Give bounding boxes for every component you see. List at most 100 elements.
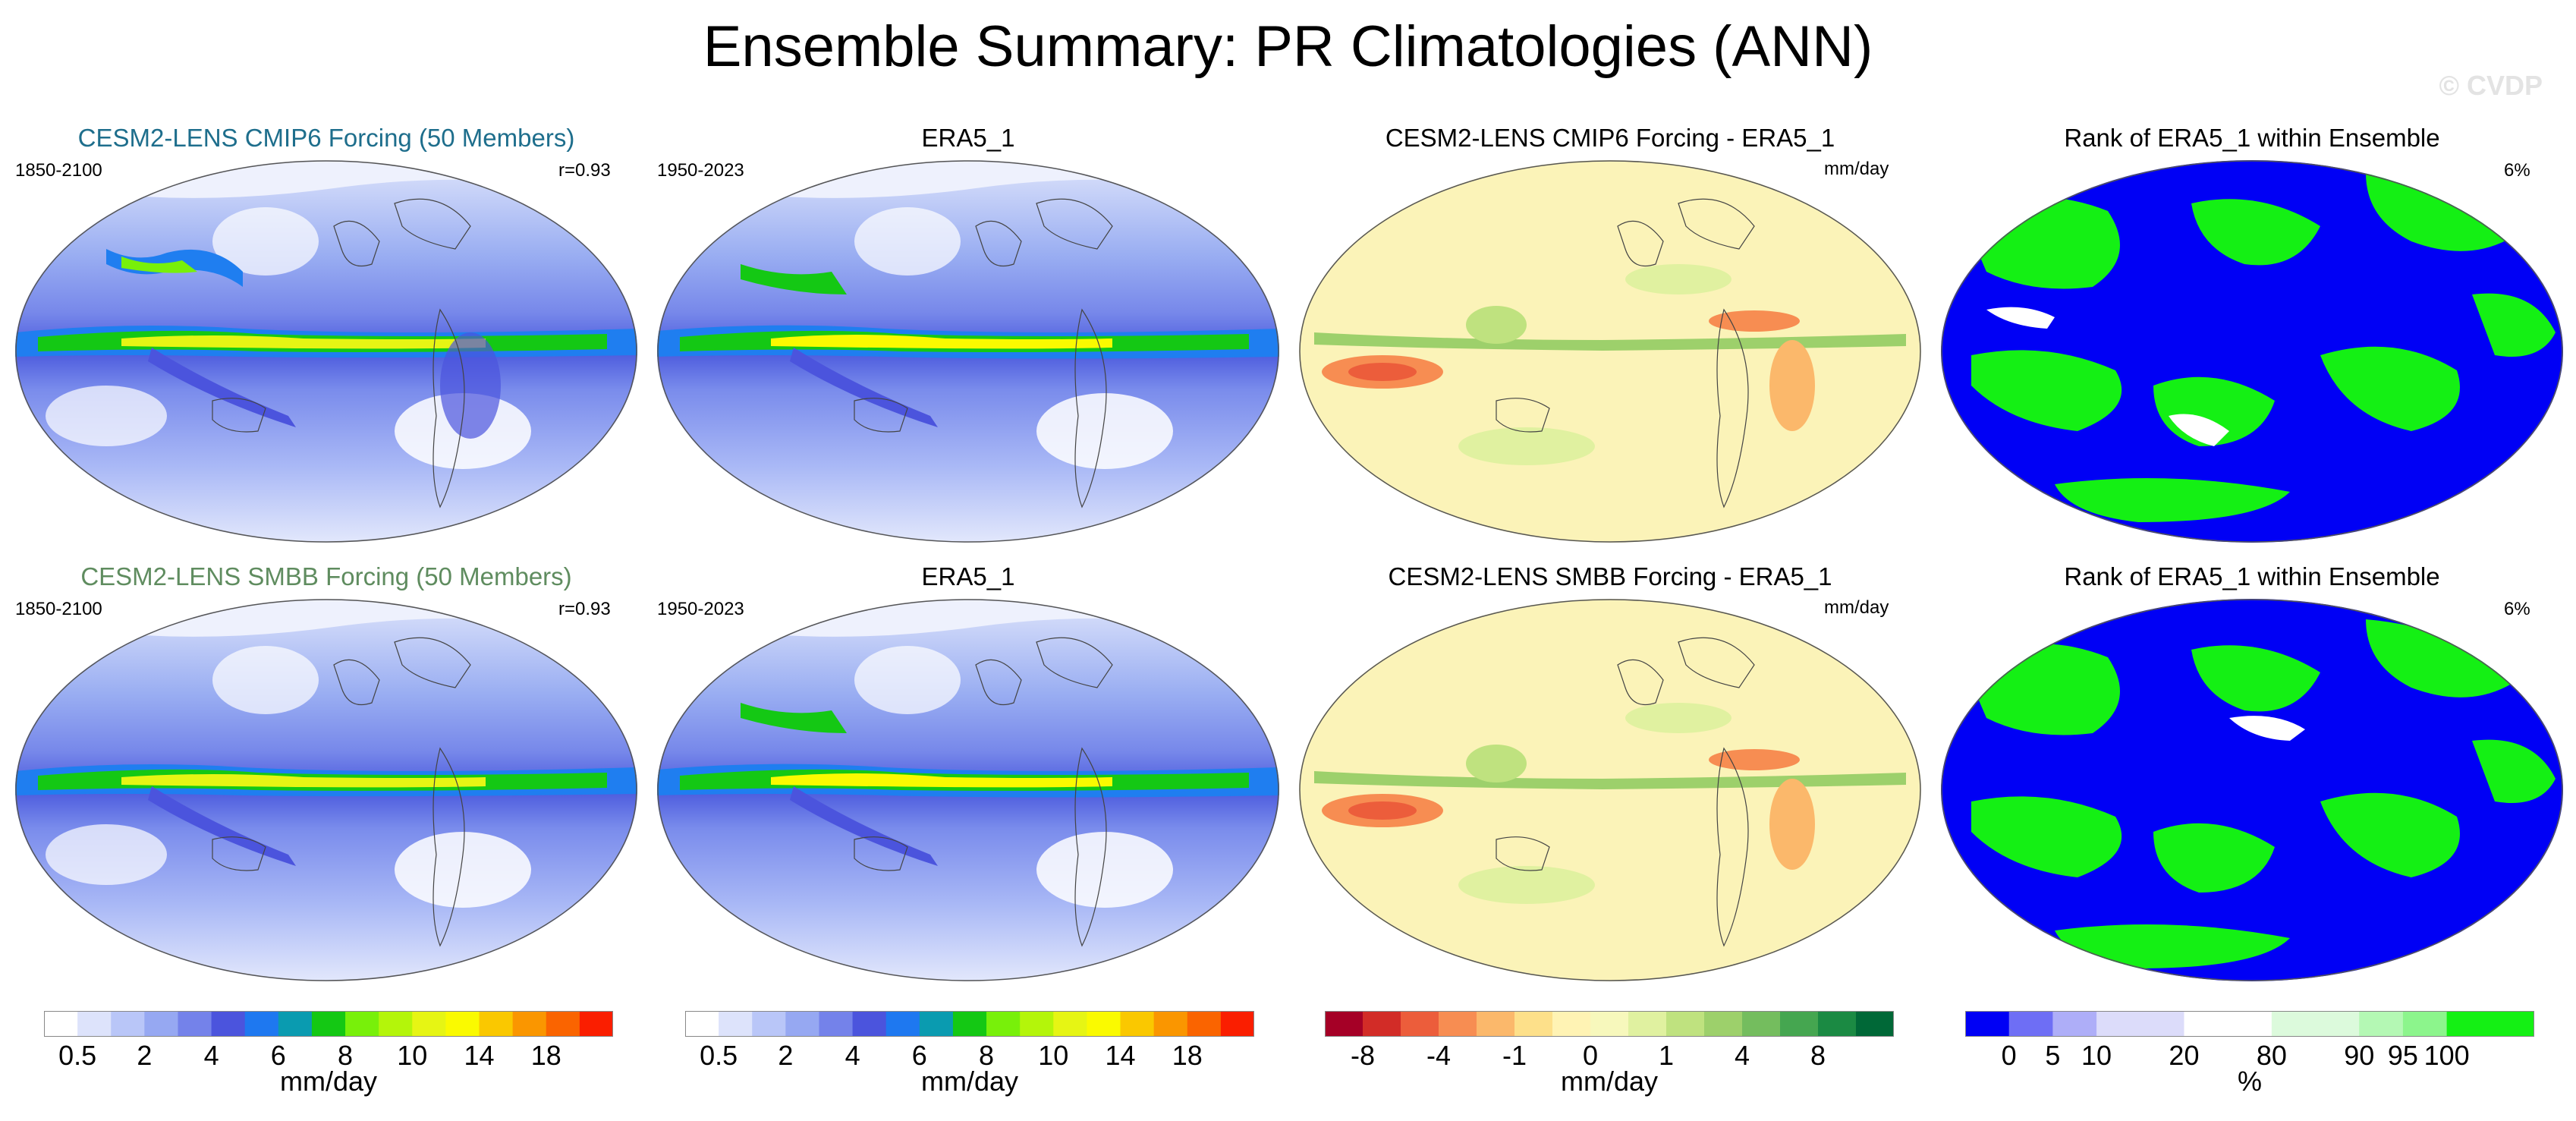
colorbar-tick-label: 8 xyxy=(1810,1040,1826,1071)
colorbar-swatch xyxy=(345,1011,379,1037)
colorbar-tick-label: 95 xyxy=(2387,1040,2418,1071)
rank-pct-row2: 6% xyxy=(2504,599,2530,619)
colorbar-swatch xyxy=(2096,1011,2141,1037)
colorbar-tick-label: 2 xyxy=(137,1040,153,1071)
colorbar-swatch xyxy=(2184,1011,2228,1037)
colorbar-swatch xyxy=(311,1011,346,1037)
cvdp-watermark: © CVDP xyxy=(2439,70,2543,101)
rank-pct-row1: 6% xyxy=(2504,160,2530,181)
colorbar-swatch xyxy=(986,1011,1021,1037)
colorbar-tick-label: 0 xyxy=(2001,1040,2017,1071)
colorbar-swatch xyxy=(178,1011,212,1037)
colorbar-tick-label: 20 xyxy=(2169,1040,2200,1071)
colorbar-swatch xyxy=(2402,1011,2448,1037)
colorbar-swatch xyxy=(1020,1011,1054,1037)
colorbar-ticks-rank: 0 5 10 20 80 90 95 100 xyxy=(1965,1040,2534,1073)
colorbar-swatch xyxy=(819,1011,854,1037)
colorbar-swatch xyxy=(278,1011,313,1037)
figure-title: Ensemble Summary: PR Climatologies (ANN) xyxy=(703,14,1873,79)
colorbar-swatch xyxy=(785,1011,819,1037)
colorbar-tick-label: -4 xyxy=(1426,1040,1452,1071)
colorbar-tick-label: 4 xyxy=(1734,1040,1750,1071)
colorbar-swatch xyxy=(512,1011,547,1037)
colorbar-swatch xyxy=(2052,1011,2097,1037)
rank-panel-title-row1: Rank of ERA5_1 within Ensemble xyxy=(2064,124,2440,152)
colorbar-tick-label: 4 xyxy=(203,1040,219,1071)
colorbar-swatch xyxy=(852,1011,887,1037)
colorbar-swatch xyxy=(1187,1011,1222,1037)
colorbar-swatch xyxy=(919,1011,954,1037)
colorbar-swatch xyxy=(1439,1011,1477,1037)
colorbar-swatch xyxy=(1552,1011,1591,1037)
colorbar-tick-label: 100 xyxy=(2423,1040,2470,1071)
colorbar-tick-label: 1 xyxy=(1658,1040,1675,1071)
model-period-row2: 1850-2100 xyxy=(15,599,102,619)
colorbar-swatch xyxy=(2271,1011,2317,1037)
model-precip-map-row2 xyxy=(15,599,637,981)
colorbar-swatch xyxy=(44,1011,78,1037)
model-correlation-row1: r=0.93 xyxy=(558,160,611,181)
colorbar-tick-label: 0.5 xyxy=(700,1040,738,1071)
colorbar-swatch xyxy=(1514,1011,1553,1037)
model-correlation-row2: r=0.93 xyxy=(558,599,611,619)
colorbar-swatch xyxy=(1401,1011,1439,1037)
colorbar-tick-label: -1 xyxy=(1502,1040,1527,1071)
obs-period-row1: 1950-2023 xyxy=(657,160,744,181)
colorbar-swatch xyxy=(111,1011,145,1037)
colorbar-tick-label: 14 xyxy=(1105,1040,1136,1071)
colorbar-swatch xyxy=(1120,1011,1155,1037)
colorbar-swatch xyxy=(1153,1011,1188,1037)
colorbar-swatch xyxy=(77,1011,112,1037)
model-period-row1: 1850-2100 xyxy=(15,160,102,181)
diff-units-row1: mm/day xyxy=(1824,159,1889,179)
model-precip-map-row1 xyxy=(15,160,637,543)
diff-precip-map-row2 xyxy=(1299,599,1921,981)
colorbar-model-precip xyxy=(44,1011,613,1037)
colorbar-swatch xyxy=(2315,1011,2360,1037)
colorbar-swatch xyxy=(144,1011,178,1037)
diff-units-row2: mm/day xyxy=(1824,597,1889,618)
colorbar-swatch xyxy=(1053,1011,1087,1037)
colorbar-border xyxy=(44,1011,613,1037)
colorbar-tick-label: 6 xyxy=(911,1040,927,1071)
colorbar-tick-label: 5 xyxy=(2045,1040,2061,1071)
diff-panel-title-row2: CESM2-LENS SMBB Forcing - ERA5_1 xyxy=(1388,562,1832,590)
colorbar-tick-label: -8 xyxy=(1350,1040,1376,1071)
model-panel-title-row2: CESM2-LENS SMBB Forcing (50 Members) xyxy=(80,562,572,590)
colorbar-swatch xyxy=(412,1011,446,1037)
colorbar-border xyxy=(685,1011,1254,1037)
colorbar-tick-label: 2 xyxy=(778,1040,794,1071)
colorbar-swatch xyxy=(1780,1011,1819,1037)
colorbar-swatch xyxy=(2359,1011,2404,1037)
obs-period-row2: 1950-2023 xyxy=(657,599,744,619)
colorbar-swatch xyxy=(2140,1011,2184,1037)
colorbar-swatch xyxy=(244,1011,279,1037)
rank-map-row2 xyxy=(1941,599,2563,981)
colorbar-ticks-difference: -8 -4 -1 0 1 4 8 xyxy=(1325,1040,1894,1073)
colorbar-swatch xyxy=(2446,1011,2491,1037)
obs-panel-title-row2: ERA5_1 xyxy=(921,562,1015,590)
colorbar-swatch xyxy=(952,1011,987,1037)
colorbar-rank xyxy=(1965,1011,2534,1037)
colorbar-swatch xyxy=(1087,1011,1121,1037)
colorbar-tick-label: 8 xyxy=(338,1040,354,1071)
colorbar-swatch xyxy=(2228,1011,2272,1037)
colorbar-obs-precip xyxy=(685,1011,1254,1037)
colorbar-swatch xyxy=(579,1011,613,1037)
colorbar-tick-label: 10 xyxy=(397,1040,428,1071)
diff-precip-map-row1 xyxy=(1299,160,1921,543)
colorbar-border xyxy=(1325,1011,1894,1037)
colorbar-tick-label: 0.5 xyxy=(58,1040,97,1071)
colorbar-label-rank: % xyxy=(2237,1066,2262,1097)
colorbar-swatch xyxy=(885,1011,920,1037)
colorbar-tick-label: 8 xyxy=(979,1040,995,1071)
colorbar-difference xyxy=(1325,1011,1894,1037)
obs-precip-map-row1 xyxy=(657,160,1279,543)
colorbar-swatch xyxy=(1704,1011,1743,1037)
model-panel-title-row1: CESM2-LENS CMIP6 Forcing (50 Members) xyxy=(77,124,575,152)
colorbar-tick-label: 18 xyxy=(530,1040,561,1071)
colorbar-tick-label: 10 xyxy=(2081,1040,2112,1071)
colorbar-swatch xyxy=(1363,1011,1401,1037)
colorbar-swatch xyxy=(1965,1011,2010,1037)
colorbar-swatch xyxy=(2490,1011,2534,1037)
